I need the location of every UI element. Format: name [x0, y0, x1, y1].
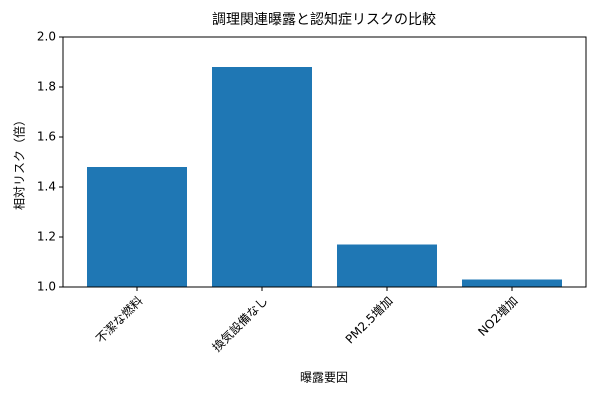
bar — [212, 67, 312, 287]
bar — [87, 167, 187, 287]
y-tick-label: 2.0 — [37, 30, 56, 44]
x-tick-label: 不潔な燃料 — [93, 293, 146, 346]
bar — [337, 244, 437, 287]
x-tick-label: 換気設備なし — [209, 293, 271, 355]
y-tick-label: 1.4 — [37, 180, 56, 194]
y-axis-label: 相対リスク（倍） — [12, 114, 27, 210]
y-tick-label: 1.8 — [37, 80, 56, 94]
x-tick-label: NO2増加 — [475, 294, 520, 339]
y-tick-label: 1.6 — [37, 130, 56, 144]
chart-title: 調理関連曝露と認知症リスクの比較 — [212, 11, 436, 28]
x-tick-label: PM2.5増加 — [343, 294, 396, 347]
y-tick-label: 1.2 — [37, 230, 56, 244]
plot-frame — [62, 36, 587, 288]
x-axis-label: 曝露要因 — [300, 371, 348, 385]
bar — [462, 279, 562, 287]
y-tick-label: 1.0 — [37, 280, 56, 294]
